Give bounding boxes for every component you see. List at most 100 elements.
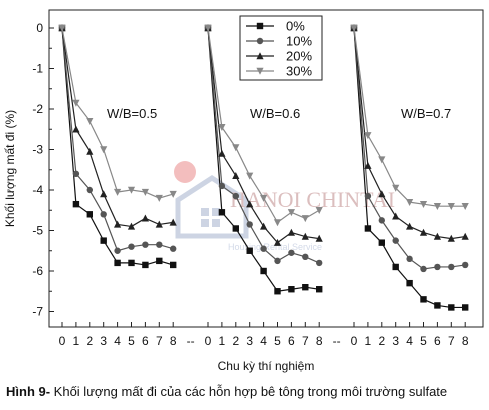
y-tick-label: -1 xyxy=(32,62,43,76)
x-tick-label: 0 xyxy=(351,334,358,348)
x-tick-label: 8 xyxy=(316,334,323,348)
data-point-circle xyxy=(142,241,149,248)
data-point-triangle-up xyxy=(315,234,323,242)
axes: 0-1-2-3-4-5-6-70 1 2 3 4 5 6 7 8 -- 0 1 2 3 4 5 6 7 8 -- 0 1 2… xyxy=(3,9,484,373)
x-tick-label: 8 xyxy=(462,334,469,348)
data-point-circle xyxy=(274,257,281,265)
data-point-triangle-down xyxy=(155,194,163,202)
data-point-triangle-down xyxy=(246,172,254,180)
x-tick-label: 3 xyxy=(392,334,399,348)
data-point-square xyxy=(114,259,121,267)
series-line xyxy=(353,27,466,270)
data-point-triangle-down xyxy=(273,219,282,227)
data-point-triangle-up xyxy=(114,220,122,228)
data-point-circle xyxy=(406,255,413,263)
data-point-triangle-up xyxy=(392,212,400,220)
x-tick-label: 2 xyxy=(232,334,239,348)
data-point-triangle-down xyxy=(378,156,386,164)
data-point-triangle-up xyxy=(256,52,264,60)
y-tick-label: -4 xyxy=(32,183,43,197)
data-point-circle xyxy=(256,37,264,45)
data-point-circle xyxy=(114,247,121,254)
data-point-circle xyxy=(260,245,267,252)
watermark-dot xyxy=(174,161,196,183)
x-tick-label: 3 xyxy=(100,334,107,348)
data-point-square xyxy=(218,209,226,216)
data-point-circle xyxy=(316,259,323,267)
x-tick-label: 1 xyxy=(365,334,372,348)
data-point-triangle-down xyxy=(350,24,358,32)
x-tick-label: 5 xyxy=(420,334,427,348)
data-point-circle xyxy=(420,265,427,273)
data-point-triangle-down xyxy=(260,194,268,202)
x-tick-label: 6 xyxy=(434,334,441,348)
data-point-triangle-down xyxy=(419,200,428,208)
data-point-triangle-up xyxy=(100,190,108,198)
watermark-window xyxy=(212,208,220,216)
caption-text: Khối lượng mất đi của các hỗn hợp bê tôn… xyxy=(50,384,448,399)
data-point-triangle-up xyxy=(364,161,372,169)
data-point-square xyxy=(392,263,399,271)
figure-caption: Hình 9- Khối lượng mất đi của các hỗn hợ… xyxy=(6,384,486,399)
data-point-triangle-up xyxy=(246,200,254,208)
x-tick-label: 5 xyxy=(274,334,281,348)
data-point-circle xyxy=(128,243,135,250)
series-line xyxy=(61,27,174,266)
y-axis-label: Khối lượng mất đi (%) xyxy=(3,110,17,227)
data-point-square xyxy=(420,296,427,303)
watermark-window xyxy=(201,208,209,216)
data-point-square xyxy=(100,237,107,244)
legend-entry-label: 20% xyxy=(286,49,312,64)
legend-box xyxy=(239,15,323,81)
data-point-circle xyxy=(392,237,399,244)
data-point-triangle-down xyxy=(204,24,212,32)
panel-label: W/B=0.5 xyxy=(107,106,157,121)
data-point-square xyxy=(260,267,267,275)
x-tick-label: 2 xyxy=(86,334,93,348)
data-point-triangle-down xyxy=(461,203,469,210)
data-point-triangle-down xyxy=(127,186,136,194)
x-axis-break: -- xyxy=(333,334,341,348)
data-point-circle xyxy=(302,253,309,261)
data-point-triangle-down xyxy=(114,188,122,196)
x-tick-label: 7 xyxy=(448,334,455,348)
x-tick-label: 4 xyxy=(260,334,267,348)
x-tick-label: 7 xyxy=(302,334,309,348)
legend-entry-label: 10% xyxy=(286,34,312,49)
data-point-square xyxy=(246,247,253,254)
y-tick-label: -5 xyxy=(32,224,43,238)
data-point-square xyxy=(448,304,455,311)
watermark-window xyxy=(201,219,209,227)
y-tick-label: -6 xyxy=(32,264,43,278)
data-point-circle xyxy=(448,263,455,271)
data-point-triangle-down xyxy=(58,24,66,32)
data-point-triangle-down xyxy=(256,67,264,75)
legend-entry-label: 0% xyxy=(286,19,305,34)
y-tick-label: 0 xyxy=(36,21,43,35)
data-point-circle xyxy=(86,186,94,194)
x-tick-label: 0 xyxy=(59,334,66,348)
data-point-circle xyxy=(218,182,226,190)
x-tick-label: 6 xyxy=(142,334,149,348)
data-point-square xyxy=(288,286,295,293)
x-tick-label: 2 xyxy=(378,334,385,348)
data-point-square xyxy=(142,261,149,269)
data-point-square xyxy=(434,302,441,309)
data-point-square xyxy=(378,239,385,246)
legend: 0%10%20%30% xyxy=(239,15,323,81)
data-point-circle xyxy=(462,261,469,269)
data-point-triangle-down xyxy=(86,117,94,125)
x-tick-label: 4 xyxy=(114,334,121,348)
data-point-triangle-up xyxy=(406,222,414,230)
data-point-triangle-up xyxy=(260,222,268,230)
data-point-triangle-down xyxy=(406,198,414,206)
data-point-triangle-down xyxy=(315,207,323,215)
data-point-triangle-up xyxy=(86,147,94,155)
data-point-circle xyxy=(232,192,239,200)
data-point-triangle-down xyxy=(141,188,149,196)
data-point-triangle-up xyxy=(287,228,295,236)
watermark: HANOI CHINTAI Housing Rental Service xyxy=(174,161,395,252)
panel-label: W/B=0.7 xyxy=(401,106,451,121)
plot-frame xyxy=(48,9,484,328)
